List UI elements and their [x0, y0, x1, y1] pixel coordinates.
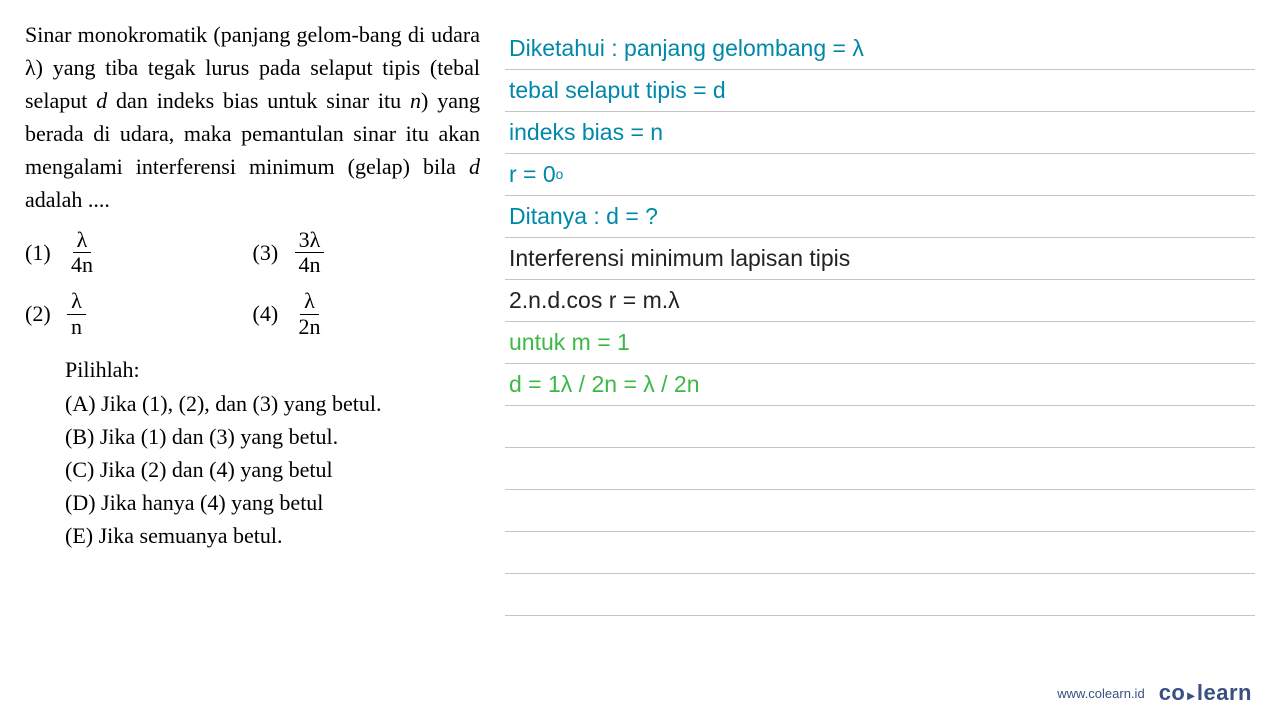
- solution-line: r = 0o: [505, 154, 1255, 196]
- solution-line: 2.n.d.cos r = m.λ: [505, 280, 1255, 322]
- solution-line: [505, 574, 1255, 616]
- question-panel: Sinar monokromatik (panjang gelom-bang d…: [25, 18, 490, 702]
- fraction: λ 2n: [295, 289, 325, 338]
- solution-line-text: tebal selaput tipis = d: [509, 77, 726, 104]
- option-1: (1) λ 4n: [25, 228, 253, 277]
- fraction-num: λ: [73, 228, 92, 253]
- fraction-den: 2n: [295, 315, 325, 339]
- choice-a: (A) Jika (1), (2), dan (3) yang betul.: [65, 387, 480, 420]
- solution-line-text: indeks bias = n: [509, 119, 663, 146]
- option-4: (4) λ 2n: [253, 289, 481, 338]
- fraction-den: 4n: [67, 253, 97, 277]
- question-var-d: d: [96, 88, 107, 113]
- option-3: (3) 3λ 4n: [253, 228, 481, 277]
- solution-line-text: untuk m = 1: [509, 329, 630, 356]
- solution-line: [505, 406, 1255, 448]
- solution-line-text: Diketahui : panjang gelombang = λ: [509, 35, 864, 62]
- fraction: 3λ 4n: [295, 228, 325, 277]
- fraction-num: 3λ: [295, 228, 325, 253]
- logo-learn: learn: [1197, 680, 1252, 705]
- footer-logo: co▸learn: [1159, 680, 1252, 706]
- choice-b: (B) Jika (1) dan (3) yang betul.: [65, 420, 480, 453]
- question-var-n: n: [410, 88, 421, 113]
- solution-line-text: r = 0: [509, 161, 556, 188]
- fraction: λ 4n: [67, 228, 97, 277]
- solution-line: d = 1λ / 2n = λ / 2n: [505, 364, 1255, 406]
- solution-line: indeks bias = n: [505, 112, 1255, 154]
- option-num: (1): [25, 240, 55, 266]
- superscript: o: [556, 167, 564, 182]
- question-text: Sinar monokromatik (panjang gelom-bang d…: [25, 18, 480, 216]
- option-num: (2): [25, 301, 55, 327]
- option-num: (3): [253, 240, 283, 266]
- question-var-d2: d: [469, 154, 480, 179]
- fraction-num: λ: [67, 289, 86, 314]
- option-2: (2) λ n: [25, 289, 253, 338]
- footer-url: www.colearn.id: [1057, 686, 1144, 701]
- options-grid: (1) λ 4n (3) 3λ 4n (2) λ n: [25, 228, 480, 339]
- solution-line: Diketahui : panjang gelombang = λ: [505, 28, 1255, 70]
- solution-line: Interferensi minimum lapisan tipis: [505, 238, 1255, 280]
- fraction: λ n: [67, 289, 86, 338]
- choice-d: (D) Jika hanya (4) yang betul: [65, 486, 480, 519]
- solution-line-text: Interferensi minimum lapisan tipis: [509, 245, 850, 272]
- choice-c: (C) Jika (2) dan (4) yang betul: [65, 453, 480, 486]
- solution-line-text: Ditanya : d = ?: [509, 203, 658, 230]
- solution-line-text: d = 1λ / 2n = λ / 2n: [509, 371, 700, 398]
- logo-arrow-icon: ▸: [1187, 687, 1195, 703]
- fraction-den: n: [67, 315, 86, 339]
- fraction-den: 4n: [295, 253, 325, 277]
- solution-line-text: 2.n.d.cos r = m.λ: [509, 287, 680, 314]
- logo-co: co: [1159, 680, 1186, 705]
- solution-line: [505, 448, 1255, 490]
- choices-header: Pilihlah:: [65, 357, 480, 383]
- solution-line: untuk m = 1: [505, 322, 1255, 364]
- choice-e: (E) Jika semuanya betul.: [65, 519, 480, 552]
- solution-line: [505, 532, 1255, 574]
- option-num: (4): [253, 301, 283, 327]
- question-part-4: adalah ....: [25, 187, 110, 212]
- solution-line: [505, 490, 1255, 532]
- fraction-num: λ: [300, 289, 319, 314]
- footer: www.colearn.id co▸learn: [1057, 680, 1252, 706]
- solution-line: Ditanya : d = ?: [505, 196, 1255, 238]
- solution-panel: Diketahui : panjang gelombang = λ tebal s…: [490, 18, 1255, 702]
- question-part-2: dan indeks bias untuk sinar itu: [107, 88, 410, 113]
- solution-line: tebal selaput tipis = d: [505, 70, 1255, 112]
